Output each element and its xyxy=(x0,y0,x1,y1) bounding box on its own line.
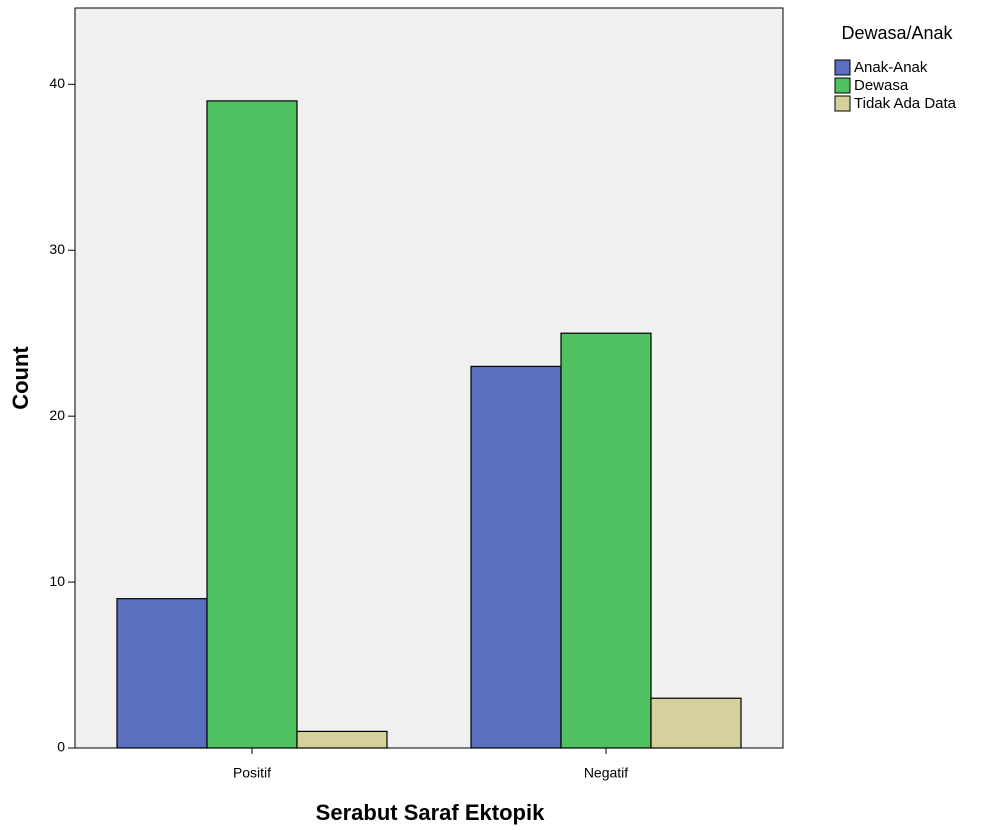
bar xyxy=(116,598,208,749)
bar xyxy=(206,100,298,749)
y-tick-label: 0 xyxy=(57,739,65,755)
y-tick-label: 20 xyxy=(49,407,65,423)
legend-label: Tidak Ada Data xyxy=(854,95,957,112)
y-tick-label: 10 xyxy=(49,573,65,589)
bar xyxy=(296,730,388,749)
bar xyxy=(470,365,562,749)
legend-title: Dewasa/Anak xyxy=(841,23,953,43)
x-tick-label: Positif xyxy=(233,765,271,781)
legend-label: Anak-Anak xyxy=(854,59,928,76)
bar xyxy=(560,332,652,749)
y-tick-label: 40 xyxy=(49,75,65,91)
x-tick-label: Negatif xyxy=(584,765,628,781)
y-tick-label: 30 xyxy=(49,241,65,257)
bar xyxy=(650,697,742,749)
x-axis-label: Serabut Saraf Ektopik xyxy=(316,800,545,825)
y-axis-label: Count xyxy=(8,346,33,410)
legend-label: Dewasa xyxy=(854,77,909,94)
legend-swatch xyxy=(834,95,851,112)
legend-swatch xyxy=(834,59,851,76)
legend-swatch xyxy=(834,77,851,94)
